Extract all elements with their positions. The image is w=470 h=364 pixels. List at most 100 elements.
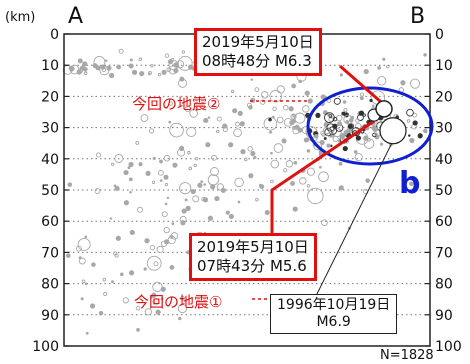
hypocenter-point — [307, 187, 324, 205]
hypocenter-point — [355, 135, 362, 141]
hypocenter-point — [167, 59, 174, 65]
hypocenter-point — [108, 72, 115, 79]
hypocenter-point — [363, 68, 369, 75]
hypocenter-point — [323, 137, 327, 140]
tick-label-left: 90 — [41, 308, 59, 324]
hypocenter-point — [273, 143, 284, 153]
tick-label-left: 40 — [41, 152, 59, 168]
event-2-leader — [339, 64, 383, 105]
hypocenter-point — [85, 331, 89, 335]
hypocenter-point — [171, 222, 175, 226]
hypocenter-point — [201, 196, 206, 202]
event-1-detail: 07時43分 M5.6 — [197, 257, 307, 275]
hypocenter-point — [216, 129, 220, 134]
hypocenter-point — [293, 160, 298, 165]
hypocenter-point — [225, 210, 230, 215]
hypocenter-point — [161, 69, 167, 75]
hypocenter-point — [216, 183, 224, 191]
tick-label-left: 100 — [32, 339, 59, 355]
hypocenter-point — [148, 128, 155, 134]
tick-label-left: 0 — [50, 27, 59, 43]
hypocenter-point — [259, 184, 265, 189]
event-1996-date: 1996年10月19日 — [277, 297, 391, 313]
hypocenter-point — [338, 185, 344, 191]
hypocenter-point — [166, 67, 172, 73]
hypocenter-point — [155, 309, 161, 315]
tick-label-right: 30 — [435, 121, 453, 137]
hypocenter-point — [76, 245, 82, 252]
hypocenter-point — [353, 150, 358, 154]
hypocenter-point — [272, 106, 277, 112]
event-1-leader — [270, 119, 375, 246]
hypocenter-point — [321, 219, 328, 227]
hypocenter-point — [168, 65, 178, 75]
hypocenter-point — [290, 181, 295, 186]
hypocenter-point — [276, 116, 284, 124]
hypocenter-point — [214, 195, 220, 202]
hypocenter-point — [123, 169, 129, 176]
hypocenter-point — [254, 87, 260, 93]
hypocenter-point — [205, 142, 211, 148]
tick-label-left: 30 — [41, 121, 59, 137]
event-1996-leader — [313, 140, 394, 301]
hypocenter-point — [186, 126, 197, 137]
hypocenter-point — [81, 279, 86, 284]
hypocenter-point — [207, 116, 211, 119]
hypocenter-point — [291, 83, 296, 89]
hypocenter-point — [255, 197, 259, 202]
hypocenter-point — [285, 160, 294, 168]
annotation-layer — [250, 64, 434, 301]
hypocenter-point — [163, 154, 171, 162]
hypocenter-point — [343, 107, 348, 112]
hypocenter-point — [417, 133, 423, 139]
hypocenter-point — [406, 119, 411, 123]
hypocenter-point — [220, 187, 226, 193]
hypocenter-point — [138, 162, 143, 167]
hypocenter-point — [157, 72, 162, 77]
hypocenter-point — [339, 133, 345, 139]
hypocenter-point — [315, 112, 321, 118]
hypocenter-point — [177, 303, 188, 314]
hypocenter-point — [164, 182, 169, 187]
hypocenter-point — [166, 196, 170, 200]
hypocenter-point — [332, 135, 339, 143]
hypocenter-point — [294, 112, 306, 124]
hypocenter-point — [409, 78, 421, 89]
hypocenter-point — [143, 267, 147, 271]
event-2-detail: 08時48分 M6.3 — [202, 52, 312, 70]
hypocenter-point — [336, 121, 343, 127]
hypocenter-point — [210, 167, 220, 177]
hypocenter-point — [306, 167, 316, 176]
hypocenter-point — [177, 148, 186, 157]
hypocenter-point — [306, 184, 311, 188]
hypocenter-point — [144, 308, 152, 316]
hypocenter-point — [110, 280, 114, 284]
hypocenter-point — [342, 145, 348, 152]
hypocenter-point — [283, 104, 289, 111]
hypocenter-point — [304, 90, 310, 96]
hypocenter-point — [84, 235, 88, 239]
hypocenter-points — [62, 47, 428, 335]
hypocenter-point — [379, 142, 384, 146]
hypocenter-point — [324, 112, 335, 123]
hypocenter-point — [181, 208, 187, 214]
hypocenter-point — [78, 257, 86, 265]
y-axis-unit: (km) — [5, 10, 36, 25]
hypocenter-point — [333, 97, 341, 105]
hypocenter-point — [111, 162, 115, 166]
hypocenter-point — [234, 177, 244, 188]
hypocenter-point — [76, 69, 82, 75]
hypocenter-point — [184, 198, 188, 202]
hypocenter-point — [377, 76, 387, 86]
hypocenter-point — [91, 262, 96, 267]
hypocenter-point — [210, 184, 216, 190]
hypocenter-point — [83, 71, 88, 76]
hypocenter-point — [409, 181, 414, 187]
hypocenter-point — [412, 120, 418, 126]
hypocenter-point — [250, 78, 253, 81]
hypocenter-point — [140, 114, 149, 122]
hypocenter-point — [139, 70, 145, 77]
hypocenter-point — [179, 182, 192, 195]
hypocenter-point — [232, 108, 238, 114]
